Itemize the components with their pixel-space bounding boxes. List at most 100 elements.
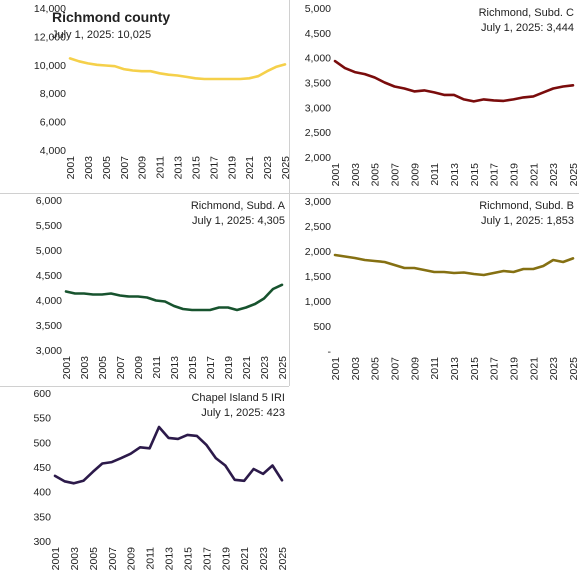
chart-1-series-line — [333, 59, 575, 103]
chart-0-ytick-label: 10,000 — [34, 60, 66, 72]
chart-4-data-point — [281, 479, 283, 481]
chart-2-ytick-label: 5,500 — [36, 220, 62, 232]
chart-3-xtick-label: 2009 — [409, 357, 421, 381]
chart-4-data-point — [158, 426, 160, 428]
chart-3-ytick-label: 2,500 — [305, 221, 331, 233]
chart-3-data-point — [344, 255, 346, 257]
chart-richmond-subd-a: 3,000 3,500 4,000 4,500 5,000 5,500 6,000 2001 2… — [0, 0, 289, 386]
chart-3-data-point — [453, 272, 455, 274]
chart-0-xtick-label: 2017 — [208, 156, 220, 180]
chart-3-data-point — [334, 254, 336, 256]
chart-4-xtick-label: 2015 — [182, 547, 194, 571]
chart-0-subtitle: July 1, 2025: 10,025 — [52, 29, 151, 41]
chart-2-ytick-label: 4,500 — [36, 270, 62, 282]
chart-2-ytick-label: 4,000 — [36, 295, 62, 307]
chart-0-ytick-label: 8,000 — [40, 88, 66, 100]
chart-2-xtick-label: 2015 — [187, 356, 199, 380]
chart-3-xtick-label: 2015 — [469, 357, 481, 381]
chart-3-data-point — [532, 268, 534, 270]
chart-1-ytick-label: 2,500 — [305, 127, 331, 139]
chart-1-xtick-label: 2023 — [548, 163, 560, 187]
chart-4-data-point — [54, 475, 56, 477]
chart-3-data-point — [364, 259, 366, 261]
chart-2-xtick-label: 2011 — [151, 356, 163, 379]
chart-3-data-point — [393, 264, 395, 266]
panel-divider-horizontal-2 — [0, 386, 289, 387]
chart-3-data-point — [572, 257, 574, 259]
chart-4-ytick-label: 400 — [33, 487, 51, 499]
chart-4-ytick-label: 350 — [33, 511, 51, 523]
chart-0-xtick-label: 2015 — [190, 156, 202, 180]
chart-3-data-point — [373, 260, 375, 262]
chart-2-ytick-label: 3,500 — [36, 320, 62, 332]
chart-richmond-county-svg: 4,000 6,000 8,000 10,000 12,000 14,000 2001 200… — [34, 3, 292, 180]
chart-0-xtick-label: 2025 — [280, 156, 292, 180]
chart-4-data-point — [243, 480, 245, 482]
chart-3-ytick-label: 3,000 — [305, 196, 331, 208]
chart-4-data-point — [215, 457, 217, 459]
chart-richmond-subd-b: - 500 1,000 1,500 2,000 2,500 3,000 2001 2003 200… — [305, 196, 579, 381]
chart-4-subtitle: July 1, 2025: 423 — [201, 407, 285, 419]
chart-3-data-point — [383, 261, 385, 263]
chart-2-xtick-label: 2013 — [169, 356, 181, 380]
chart-1-xtick-label: 2021 — [528, 163, 540, 187]
chart-4-data-point — [63, 480, 65, 482]
chart-4-xtick-label: 2009 — [126, 547, 138, 571]
chart-0-xtick-label: 2001 — [65, 156, 77, 180]
chart-4-ytick-label: 550 — [33, 413, 51, 425]
chart-3-title: Richmond, Subd. B — [479, 200, 574, 212]
chart-4-data-point — [120, 457, 122, 459]
chart-4-title: Chapel Island 5 IRI — [191, 392, 285, 404]
chart-4-ytick-label: 300 — [33, 536, 51, 548]
chart-1-ytick-label: 3,000 — [305, 102, 331, 114]
chart-1-ytick-label: 4,000 — [305, 53, 331, 65]
chart-4-xtick-label: 2007 — [107, 547, 119, 571]
chart-0-xtick-label: 2011 — [155, 156, 167, 179]
chart-3-xtick-label: 2021 — [528, 357, 540, 381]
chart-3-xtick-label: 2025 — [568, 357, 579, 381]
chart-4-xtick-label: 2011 — [145, 547, 157, 570]
chart-1-xtick-label: 2001 — [330, 163, 342, 187]
chart-3-data-point — [473, 273, 475, 275]
chart-3-xtick-label: 2005 — [370, 357, 382, 381]
chart-3-xtick-label: 2013 — [449, 357, 461, 381]
chart-4-data-point — [148, 447, 150, 449]
chart-0-series-line — [68, 57, 287, 81]
chart-0-title: Richmond county — [52, 9, 170, 25]
chart-4-data-point — [167, 437, 169, 439]
chart-0-ytick-label: 12,000 — [34, 31, 66, 43]
panel-divider-horizontal-1 — [0, 193, 579, 194]
chart-4-ytick-label: 500 — [33, 437, 51, 449]
chart-0-xtick-label: 2019 — [226, 156, 238, 180]
chart-1-ytick-label: 3,500 — [305, 78, 331, 90]
chart-0-xtick-label: 2005 — [101, 156, 113, 180]
chart-4-data-point — [252, 468, 254, 470]
chart-1-xtick-label: 2017 — [489, 163, 501, 187]
chart-0-xtick-label: 2003 — [83, 156, 95, 180]
chart-richmond-subd-c-svg: 2,000 2,500 3,000 3,500 4,000 4,500 5,000 2001 2… — [305, 3, 579, 187]
chart-4-xtick-label: 2017 — [201, 547, 213, 571]
chart-1-xtick-label: 2015 — [469, 163, 481, 187]
chart-1-xtick-label: 2011 — [429, 163, 441, 186]
chart-1-xtick-label: 2005 — [370, 163, 382, 187]
chart-richmond-subd-a-svg: 3,000 3,500 4,000 4,500 5,000 5,500 6,000 2001 2… — [36, 195, 289, 380]
chart-0-xtick-label: 2013 — [173, 156, 185, 180]
chart-4-data-point — [205, 444, 207, 446]
chart-1-subtitle: July 1, 2025: 3,444 — [481, 22, 574, 34]
chart-richmond-county: 4,000 6,000 8,000 10,000 12,000 14,000 2001 200… — [0, 0, 292, 193]
chart-1-xtick-label: 2003 — [350, 163, 362, 187]
chart-4-ytick-label: 450 — [33, 462, 51, 474]
chart-1-xtick-label: 2007 — [390, 163, 402, 187]
chart-2-xtick-label: 2019 — [223, 356, 235, 380]
chart-2-xtick-label: 2001 — [61, 356, 73, 380]
chart-0-xtick-label: 2021 — [244, 156, 256, 180]
chart-2-xtick-label: 2025 — [277, 356, 289, 380]
chart-4-xtick-label: 2003 — [69, 547, 81, 571]
chart-4-data-point — [92, 471, 94, 473]
chart-1-xtick-label: 2025 — [568, 163, 579, 187]
chart-3-data-point — [483, 274, 485, 276]
chart-3-xtick-label: 2017 — [489, 357, 501, 381]
chart-richmond-subd-b-svg: - 500 1,000 1,500 2,000 2,500 3,000 2001 2003 200… — [305, 196, 579, 381]
chart-2-xtick-label: 2021 — [241, 356, 253, 380]
chart-4-xtick-label: 2001 — [50, 547, 62, 571]
